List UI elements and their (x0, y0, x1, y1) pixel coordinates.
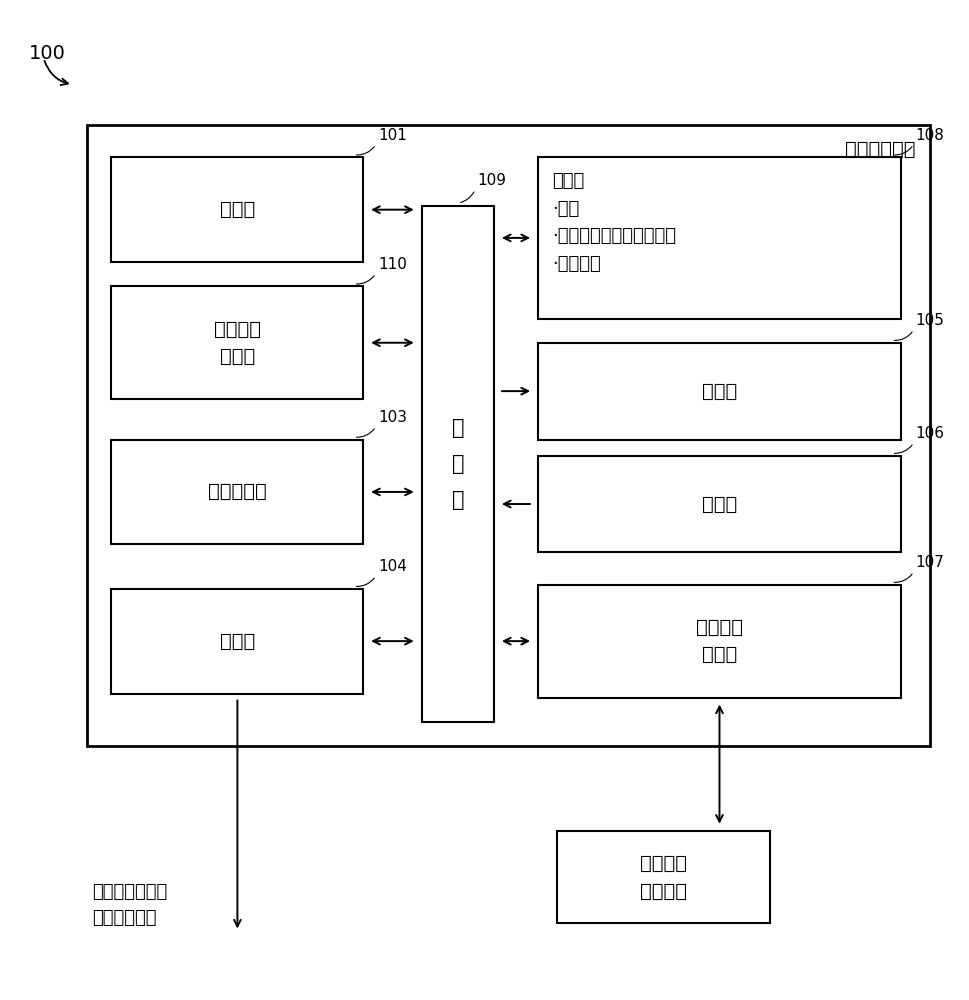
Text: 存储部
·程序
·便携终端装置的机种信息
·用户信息: 存储部 ·程序 ·便携终端装置的机种信息 ·用户信息 (552, 172, 676, 273)
Text: 107: 107 (916, 555, 945, 570)
Bar (538, 157, 901, 319)
Text: 108: 108 (916, 128, 945, 143)
Text: 110: 110 (378, 257, 407, 272)
Text: 记录介质
（程序）: 记录介质 （程序） (641, 854, 687, 901)
Text: 104: 104 (378, 559, 407, 574)
Text: 显示部: 显示部 (702, 382, 737, 401)
Text: 101: 101 (378, 128, 407, 143)
Text: 记录介质
访问部: 记录介质 访问部 (696, 618, 743, 664)
Bar (111, 286, 363, 399)
Text: 图像处理部: 图像处理部 (208, 482, 266, 501)
Text: 105: 105 (916, 313, 945, 328)
Text: 控
制
部: 控 制 部 (452, 418, 464, 510)
Bar (538, 585, 901, 698)
Text: 106: 106 (916, 426, 945, 441)
Bar (557, 831, 770, 923)
Text: 109: 109 (477, 173, 506, 188)
Bar (538, 343, 901, 440)
Text: 便携终端装置: 便携终端装置 (845, 140, 916, 159)
Bar (111, 157, 363, 262)
Text: 拍摄范围
判定部: 拍摄范围 判定部 (214, 320, 261, 365)
Text: 输入部: 输入部 (702, 495, 737, 514)
Text: 103: 103 (378, 410, 407, 425)
Text: 100: 100 (29, 44, 66, 63)
Bar (422, 206, 494, 722)
Bar (111, 589, 363, 694)
Bar (111, 440, 363, 544)
Bar (87, 125, 930, 746)
Bar (538, 456, 901, 552)
Text: 图像形成装置，
图像显示装置: 图像形成装置， 图像显示装置 (92, 883, 168, 927)
Text: 拍摄部: 拍摄部 (220, 200, 255, 219)
Text: 通信部: 通信部 (220, 632, 255, 651)
